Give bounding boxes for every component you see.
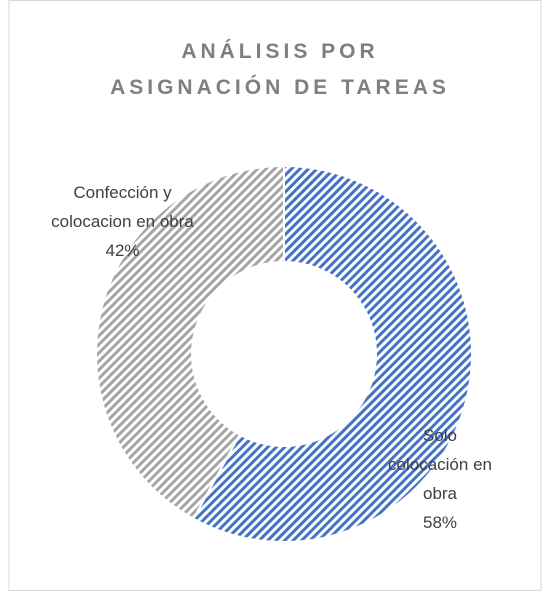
label-category: Confección y colocacion en obra [51,183,194,231]
label-value: 58% [422,513,458,532]
label-category: Solo colocación en obra [388,426,492,503]
label-value: 42% [105,241,140,260]
data-label: Solo colocación en obra 58% [385,421,495,537]
doughnut-slice [95,164,285,521]
chart-title: ANÁLISIS POR ASIGNACIÓN DE TAREAS [110,40,450,99]
doughnut-slice [192,164,473,543]
data-label: Confección y colocacion en obra 42% [40,178,205,265]
